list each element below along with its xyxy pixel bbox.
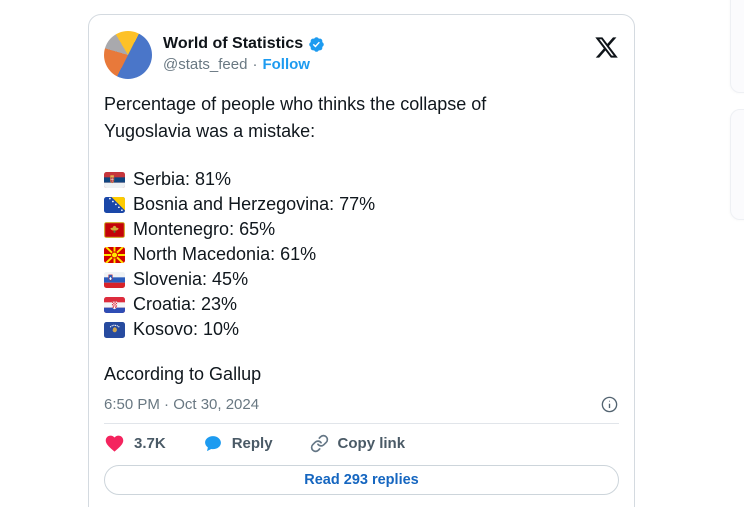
follow-link[interactable]: Follow [262, 56, 310, 73]
stat-label: Montenegro: 65% [133, 219, 276, 239]
stat-label: Croatia: 23% [133, 294, 238, 314]
stat-row: Bosnia and Herzegovina: 77% [104, 192, 619, 217]
stat-row: Kosovo: 10% [104, 317, 619, 342]
info-icon[interactable] [600, 395, 619, 414]
kosovo-flag-icon [104, 321, 125, 338]
stat-row: Slovenia: 45% [104, 267, 619, 292]
reply-label: Reply [231, 435, 273, 452]
like-count: 3.7K [134, 435, 166, 452]
link-icon [310, 434, 329, 453]
action-bar: 3.7K Reply Copy link [104, 433, 619, 454]
stat-label: Bosnia and Herzegovina: 77% [133, 194, 376, 214]
stat-row: Montenegro: 65% [104, 217, 619, 242]
handle[interactable]: @stats_feed [163, 56, 248, 73]
read-replies-button[interactable]: Read 293 replies [104, 465, 619, 495]
tweet-text-line: Percentage of people who thinks the coll… [104, 94, 487, 114]
author-block[interactable]: World of Statistics @stats_feed · Follow [163, 31, 325, 73]
meta-row: 6:50 PM · Oct 30, 2024 [104, 395, 619, 414]
bosnia-and-herzegovina-flag-icon [104, 196, 125, 213]
pie-chart-avatar[interactable] [104, 31, 152, 79]
stat-label: North Macedonia: 61% [133, 244, 317, 264]
croatia-flag-icon [104, 296, 125, 313]
reply-button[interactable]: Reply [203, 434, 273, 454]
montenegro-flag-icon [104, 221, 125, 238]
source-text: According to Gallup [104, 364, 262, 384]
tweet-card: World of Statistics @stats_feed · Follow… [88, 14, 635, 507]
side-panel-fragment-bottom [730, 109, 744, 220]
stat-row: North Macedonia: 61% [104, 242, 619, 267]
stat-row: Croatia: 23% [104, 292, 619, 317]
stat-label: Serbia: 81% [133, 169, 232, 189]
heart-icon [104, 433, 125, 454]
tweet-header: World of Statistics @stats_feed · Follow [104, 31, 619, 79]
north-macedonia-flag-icon [104, 246, 125, 263]
slovenia-flag-icon [104, 271, 125, 288]
display-name[interactable]: World of Statistics [163, 35, 304, 52]
verified-badge-icon [308, 36, 325, 53]
copy-link-label: Copy link [337, 435, 406, 452]
stat-label: Kosovo: 10% [133, 319, 240, 339]
timestamp[interactable]: 6:50 PM · Oct 30, 2024 [104, 396, 260, 413]
serbia-flag-icon [104, 171, 125, 188]
stat-label: Slovenia: 45% [133, 269, 249, 289]
reply-bubble-icon [203, 434, 223, 454]
divider [104, 423, 619, 424]
tweet-text: Percentage of people who thinks the coll… [104, 91, 619, 145]
side-panel-fragment-top [730, 0, 744, 93]
stats-list: Serbia: 81% Bosnia and Herzegovina: 77% … [104, 167, 619, 342]
like-button[interactable]: 3.7K [104, 433, 166, 454]
x-logo-icon[interactable] [594, 31, 619, 65]
handle-separator: · [252, 56, 258, 73]
tweet-text-line: Yugoslavia was a mistake: [104, 121, 316, 141]
stat-row: Serbia: 81% [104, 167, 619, 192]
copy-link-button[interactable]: Copy link [310, 434, 406, 453]
